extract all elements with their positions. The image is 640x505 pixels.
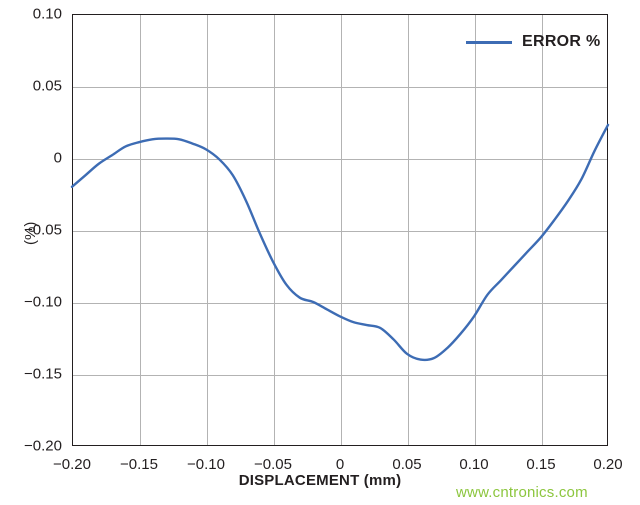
y-axis-title: (%) xyxy=(22,221,39,245)
x-tick-label: −0.20 xyxy=(53,456,91,473)
y-tick-label: −0.05 xyxy=(24,221,62,239)
legend-label-error-percent: ERROR % xyxy=(522,33,601,50)
gridline-vertical xyxy=(475,15,476,445)
gridline-vertical xyxy=(341,15,342,445)
gridline-vertical xyxy=(542,15,543,445)
legend: ERROR % xyxy=(466,33,601,51)
x-tick-label: 0.10 xyxy=(459,456,489,473)
x-tick-label: 0.15 xyxy=(526,456,556,473)
y-tick-label: 0 xyxy=(53,149,62,167)
x-tick-label: 0.05 xyxy=(392,456,422,473)
y-tick-label: −0.20 xyxy=(24,437,62,455)
plot-area xyxy=(72,14,608,446)
x-axis-title: DISPLACEMENT (mm) xyxy=(238,472,402,489)
x-tick-label: −0.15 xyxy=(120,456,158,473)
gridline-vertical xyxy=(140,15,141,445)
gridline-horizontal xyxy=(73,159,607,160)
gridline-horizontal xyxy=(73,87,607,88)
y-tick-label: 0.10 xyxy=(32,5,62,23)
x-tick-label: 0.20 xyxy=(593,456,623,473)
gridline-vertical xyxy=(274,15,275,445)
y-tick-label: −0.15 xyxy=(24,365,62,383)
legend-swatch-error-percent xyxy=(466,40,512,44)
gridline-horizontal xyxy=(73,375,607,376)
series-line-error-percent xyxy=(70,123,610,362)
gridline-vertical xyxy=(207,15,208,445)
gridline-vertical xyxy=(408,15,409,445)
gridline-horizontal xyxy=(73,303,607,304)
x-tick-label: −0.10 xyxy=(187,456,225,473)
watermark-text: www.cntronics.com xyxy=(456,484,588,501)
y-tick-label: 0.05 xyxy=(32,77,62,95)
y-tick-label: −0.10 xyxy=(24,293,62,311)
gridline-horizontal xyxy=(73,231,607,232)
x-tick-label: 0 xyxy=(335,456,345,473)
x-tick-label: −0.05 xyxy=(254,456,292,473)
